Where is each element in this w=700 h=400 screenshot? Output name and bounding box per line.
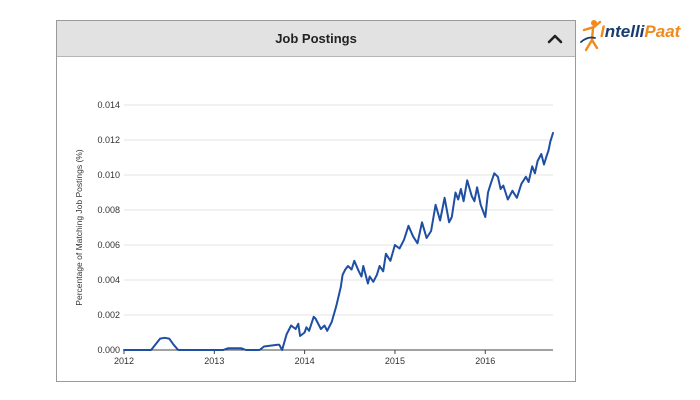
y-tick-label: 0.002 bbox=[97, 310, 120, 320]
logo-wordmark: IntelliPaat bbox=[600, 22, 680, 42]
x-tick-labels: 2012 2013 2014 2015 2016 bbox=[114, 356, 495, 366]
logo-text-main: ntelli bbox=[604, 22, 645, 41]
x-tick-label: 2014 bbox=[295, 356, 315, 366]
grid-lines bbox=[124, 104, 553, 316]
y-tick-label: 0.000 bbox=[97, 345, 120, 355]
y-tick-label: 0.006 bbox=[97, 240, 120, 250]
y-tick-label: 0.010 bbox=[97, 170, 120, 180]
logo-text-first: I bbox=[600, 22, 605, 41]
x-tick-label: 2012 bbox=[114, 356, 134, 366]
y-axis-label: Percentage of Matching Job Postings (%) bbox=[74, 149, 84, 306]
chevron-up-icon bbox=[547, 34, 563, 44]
logo-text-accent: Paat bbox=[644, 22, 681, 41]
collapse-button[interactable] bbox=[545, 29, 565, 49]
panel-header[interactable]: Job Postings bbox=[57, 21, 575, 57]
y-tick-label: 0.014 bbox=[97, 100, 120, 110]
y-tick-labels: 0.000 0.002 0.004 0.006 0.008 0.010 0.012 0.014 bbox=[97, 100, 120, 355]
job-postings-panel: Job Postings bbox=[56, 20, 576, 382]
panel-title: Job Postings bbox=[275, 31, 357, 46]
x-tick-label: 2013 bbox=[204, 356, 224, 366]
y-tick-label: 0.008 bbox=[97, 205, 120, 215]
x-tick-label: 2015 bbox=[385, 356, 405, 366]
y-tick-label: 0.004 bbox=[97, 275, 120, 285]
intellipaat-logo: IntelliPaat bbox=[580, 14, 696, 54]
series bbox=[123, 132, 554, 351]
x-tick-label: 2016 bbox=[475, 356, 495, 366]
logo-figure-icon bbox=[580, 20, 602, 52]
series-line bbox=[123, 132, 554, 351]
y-tick-label: 0.012 bbox=[97, 135, 120, 145]
